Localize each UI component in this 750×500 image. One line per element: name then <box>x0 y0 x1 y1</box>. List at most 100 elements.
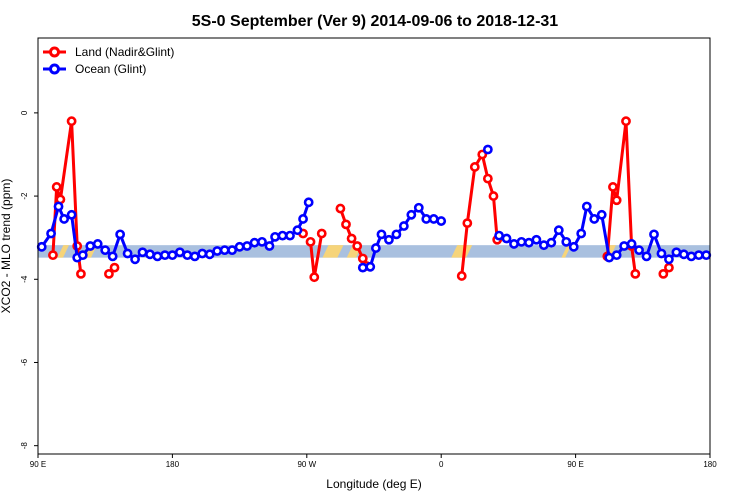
data-point <box>494 230 504 241</box>
data-point <box>384 234 394 245</box>
data-point <box>92 239 103 249</box>
data-point <box>619 241 630 251</box>
data-point <box>305 236 316 247</box>
data-point <box>398 221 409 231</box>
data-point <box>189 251 200 262</box>
data-point <box>309 272 320 283</box>
band-land-segment <box>57 245 69 258</box>
data-point <box>36 241 47 252</box>
data-point <box>596 209 607 220</box>
data-point <box>212 246 223 256</box>
data-point <box>257 236 267 247</box>
data-point <box>167 250 178 261</box>
data-point <box>285 230 295 241</box>
band-land-segment <box>322 245 344 258</box>
data-point <box>104 268 114 279</box>
plot-frame <box>37 37 711 455</box>
data-point <box>264 241 275 251</box>
data-point <box>477 149 488 160</box>
data-point <box>357 253 368 264</box>
chart-title: 5S-0 September (Ver 9) 2014-09-06 to 201… <box>192 13 559 30</box>
data-point <box>626 239 637 249</box>
data-point <box>53 201 64 212</box>
data-point <box>160 250 170 261</box>
data-point <box>641 251 652 262</box>
data-point <box>568 241 579 252</box>
data-point <box>59 214 70 224</box>
data-point <box>277 230 288 241</box>
y-tick-label: -2 <box>20 192 29 200</box>
data-point <box>462 218 473 229</box>
data-point <box>66 209 77 220</box>
data-point <box>145 249 155 260</box>
data-point <box>516 236 527 247</box>
data-point <box>115 229 126 240</box>
data-point <box>376 229 387 240</box>
data-point <box>76 268 86 279</box>
data-point <box>546 237 557 248</box>
series-line <box>460 152 499 277</box>
data-point <box>488 191 499 201</box>
data-point <box>137 247 148 258</box>
data-point <box>671 247 682 258</box>
data-point <box>421 214 432 224</box>
data-point <box>66 116 77 127</box>
series-ocean <box>36 144 712 273</box>
data-point <box>701 250 712 261</box>
data-point <box>656 248 667 259</box>
x-tick-label: 90 E <box>30 460 46 469</box>
data-point <box>693 250 704 261</box>
legend-label-land: Land (Nadir&Glint) <box>75 45 174 59</box>
data-point <box>346 233 357 244</box>
data-point <box>630 268 641 279</box>
data-point <box>611 250 622 261</box>
data-point <box>292 225 303 236</box>
data-point <box>227 245 238 256</box>
data-point <box>538 240 549 251</box>
data-point <box>130 254 140 265</box>
y-tick-label: -4 <box>20 275 29 283</box>
data-point <box>182 250 193 261</box>
data-point <box>46 228 56 239</box>
data-point <box>174 247 185 258</box>
legend-label-ocean: Ocean (Glint) <box>75 62 146 76</box>
data-point <box>482 144 493 155</box>
data-point <box>357 262 368 273</box>
data-point <box>109 262 120 273</box>
data-point <box>658 268 669 279</box>
data-point <box>48 250 58 261</box>
y-axis-label: XCO2 - MLO trend (ppm) <box>0 179 13 314</box>
data-point <box>242 241 252 251</box>
x-tick-label: 180 <box>166 460 180 469</box>
data-point <box>298 214 308 224</box>
data-point <box>197 248 208 259</box>
legend: Land (Nadir&Glint) Ocean (Glint) <box>43 45 174 76</box>
data-point <box>611 195 622 206</box>
data-point <box>152 251 163 262</box>
x-axis-label: Longitude (deg E) <box>326 477 421 491</box>
data-point <box>341 219 351 230</box>
data-point <box>649 229 659 240</box>
data-point <box>365 261 376 272</box>
data-point <box>608 182 618 192</box>
series-layer <box>36 116 712 283</box>
axes: 90 E 180 90 W 0 90 E 180 0 -2 -4 -6 -8 <box>20 110 717 469</box>
data-point <box>335 203 346 214</box>
band-land-segment <box>561 245 572 258</box>
x-tick-label: 180 <box>703 460 717 469</box>
data-point <box>352 241 363 251</box>
data-point <box>531 234 542 245</box>
band-land-segment <box>451 245 473 258</box>
data-point <box>204 249 215 260</box>
data-point <box>51 182 62 192</box>
y-tick-label: -6 <box>20 358 29 366</box>
data-point <box>469 162 480 172</box>
data-point <box>524 237 534 248</box>
data-point <box>589 214 600 224</box>
data-point <box>249 237 260 248</box>
data-point <box>370 243 381 253</box>
data-point <box>316 228 327 239</box>
data-point <box>509 239 519 249</box>
data-point <box>413 202 424 213</box>
